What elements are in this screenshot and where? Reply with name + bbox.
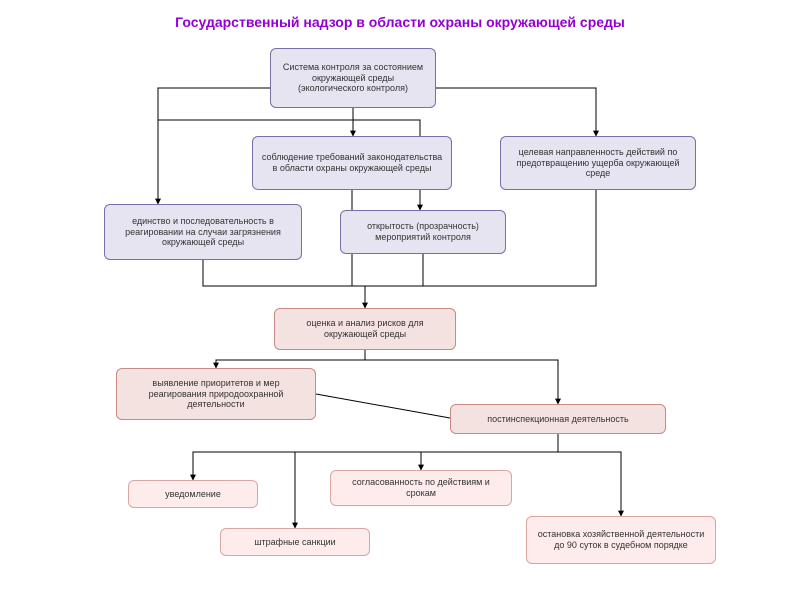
node-openness: открытость (прозрачность) мероприятий ко… xyxy=(340,210,506,254)
node-compliance: соблюдение требований законодательства в… xyxy=(252,136,452,190)
node-risk-assessment: оценка и анализ рисков для окружающей ср… xyxy=(274,308,456,350)
node-targeted: целевая направленность действий по предо… xyxy=(500,136,696,190)
node-system-control: Система контроля за состоянием окружающе… xyxy=(270,48,436,108)
node-penalties: штрафные санкции xyxy=(220,528,370,556)
node-priorities: выявление приоритетов и мер реагирования… xyxy=(116,368,316,420)
node-suspension: остановка хозяйственной деятельности до … xyxy=(526,516,716,564)
node-notification: уведомление xyxy=(128,480,258,508)
node-coordination: согласованность по действиям и срокам xyxy=(330,470,512,506)
node-postinspection: постинспекционная деятельность xyxy=(450,404,666,434)
node-unity: единство и последовательность в реагиров… xyxy=(104,204,302,260)
diagram-title: Государственный надзор в области охраны … xyxy=(80,14,720,30)
